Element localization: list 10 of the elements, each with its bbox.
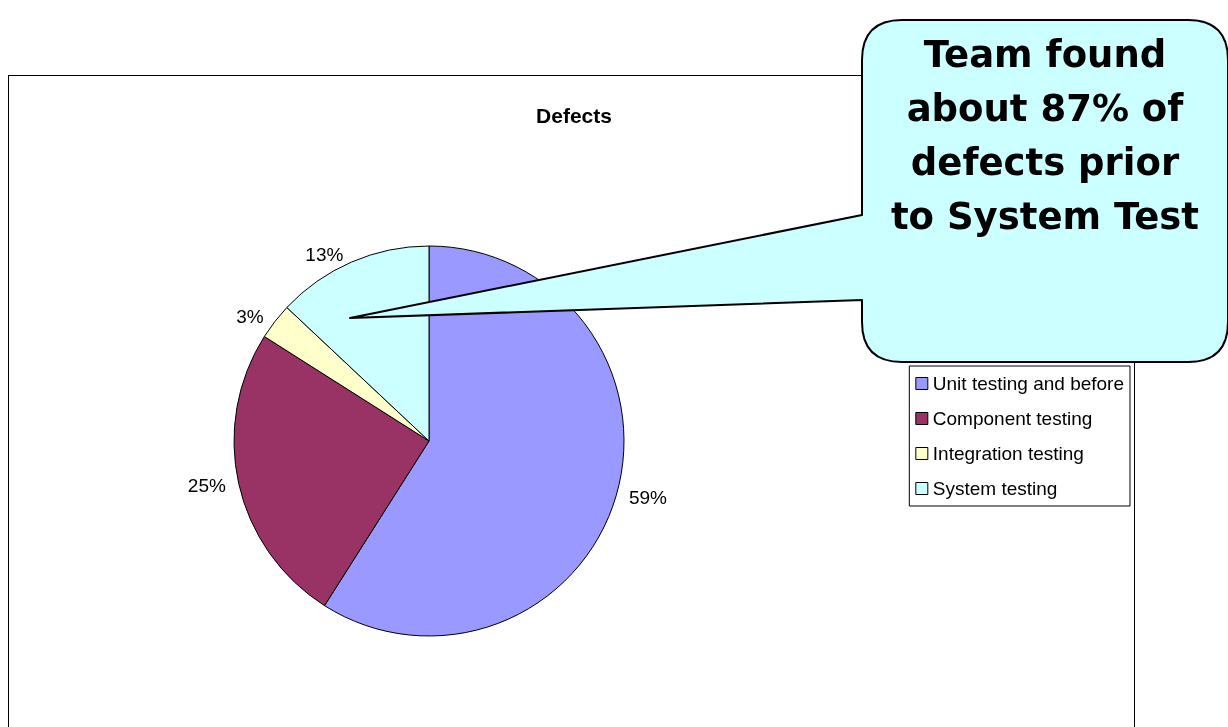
legend-label: Integration testing [932, 443, 1084, 464]
legend-label: System testing [932, 478, 1058, 499]
data-label: 13% [305, 244, 344, 266]
legend-label: Component testing [932, 408, 1093, 429]
data-label: 25% [187, 474, 226, 496]
data-label: 59% [628, 487, 668, 509]
data-label: 3% [236, 306, 264, 328]
chart-title: Defects [536, 104, 612, 127]
legend-label: Unit testing and before [932, 373, 1125, 394]
text: Team found about 87% of defects prior to System Test [889, 32, 1201, 240]
